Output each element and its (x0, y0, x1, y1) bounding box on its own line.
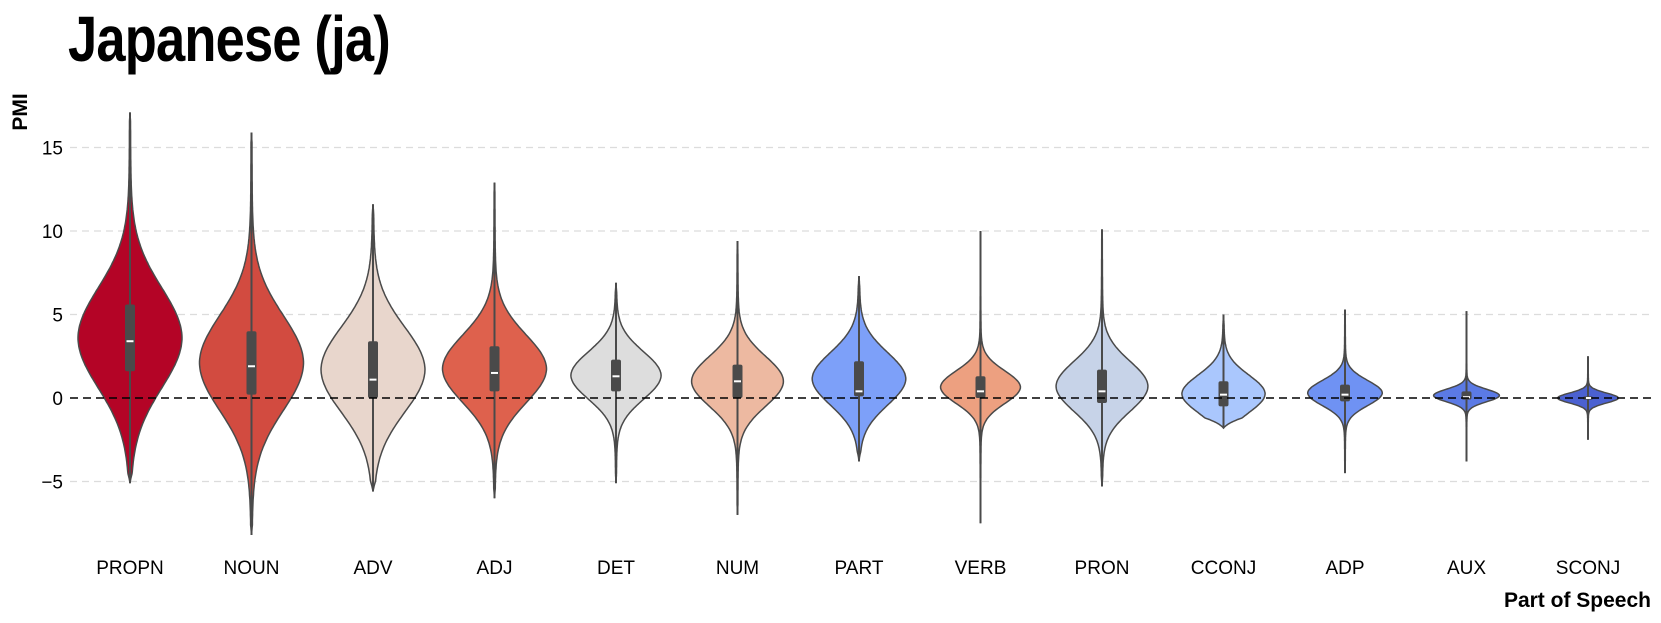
violin-part (811, 276, 907, 462)
x-category-label: NOUN (224, 558, 280, 579)
x-axis-categories: PROPN NOUN ADV ADJ DET NUM PART VERB PRON CCONJ AD… (96, 558, 1620, 579)
x-category-label: NUM (716, 558, 759, 579)
y-tick-label: 10 (42, 222, 63, 243)
violin-sconj (1556, 356, 1620, 440)
violin-adp (1306, 309, 1384, 474)
violin-iqr-box (368, 341, 378, 398)
violin-iqr-box (975, 376, 986, 398)
violin-propn (77, 112, 183, 484)
x-category-label: AUX (1447, 558, 1486, 579)
x-category-label: ADJ (477, 558, 513, 579)
y-tick-label: 0 (52, 389, 63, 410)
violin-noun (198, 132, 305, 535)
violin-cconj (1181, 314, 1266, 430)
y-tick-label: 15 (42, 139, 63, 160)
x-category-label: ADP (1325, 558, 1364, 579)
violin-iqr-box (125, 304, 135, 372)
violin-adj (441, 182, 548, 499)
x-category-label: PRON (1075, 558, 1130, 579)
y-tick-label: 5 (52, 306, 63, 327)
violin-adv (320, 204, 426, 492)
violin-det (570, 282, 662, 484)
x-category-label: ADV (353, 558, 392, 579)
violin-num (690, 240, 785, 515)
violin-iqr-box (854, 361, 864, 397)
x-category-label: CCONJ (1191, 558, 1256, 579)
violins (77, 112, 1620, 535)
violin-aux (1432, 311, 1501, 462)
y-tick-label: −5 (41, 473, 63, 494)
x-category-label: SCONJ (1556, 558, 1620, 579)
violin-iqr-box (489, 346, 500, 392)
x-category-label: PROPN (96, 558, 164, 579)
chart-title: Japanese (ja) (68, 3, 391, 75)
y-axis-title: PMI (9, 93, 32, 130)
x-category-label: VERB (955, 558, 1007, 579)
y-axis-ticks: −5 0 5 10 15 (41, 139, 63, 494)
violin-verb (939, 231, 1022, 524)
x-category-label: DET (597, 558, 635, 579)
violin-iqr-box (246, 331, 257, 395)
x-axis-title: Part of Speech (1504, 589, 1651, 612)
x-category-label: PART (835, 558, 884, 579)
violin-iqr-box (1097, 369, 1107, 404)
violin-iqr-box (1340, 384, 1350, 402)
violin-pron (1055, 229, 1149, 487)
